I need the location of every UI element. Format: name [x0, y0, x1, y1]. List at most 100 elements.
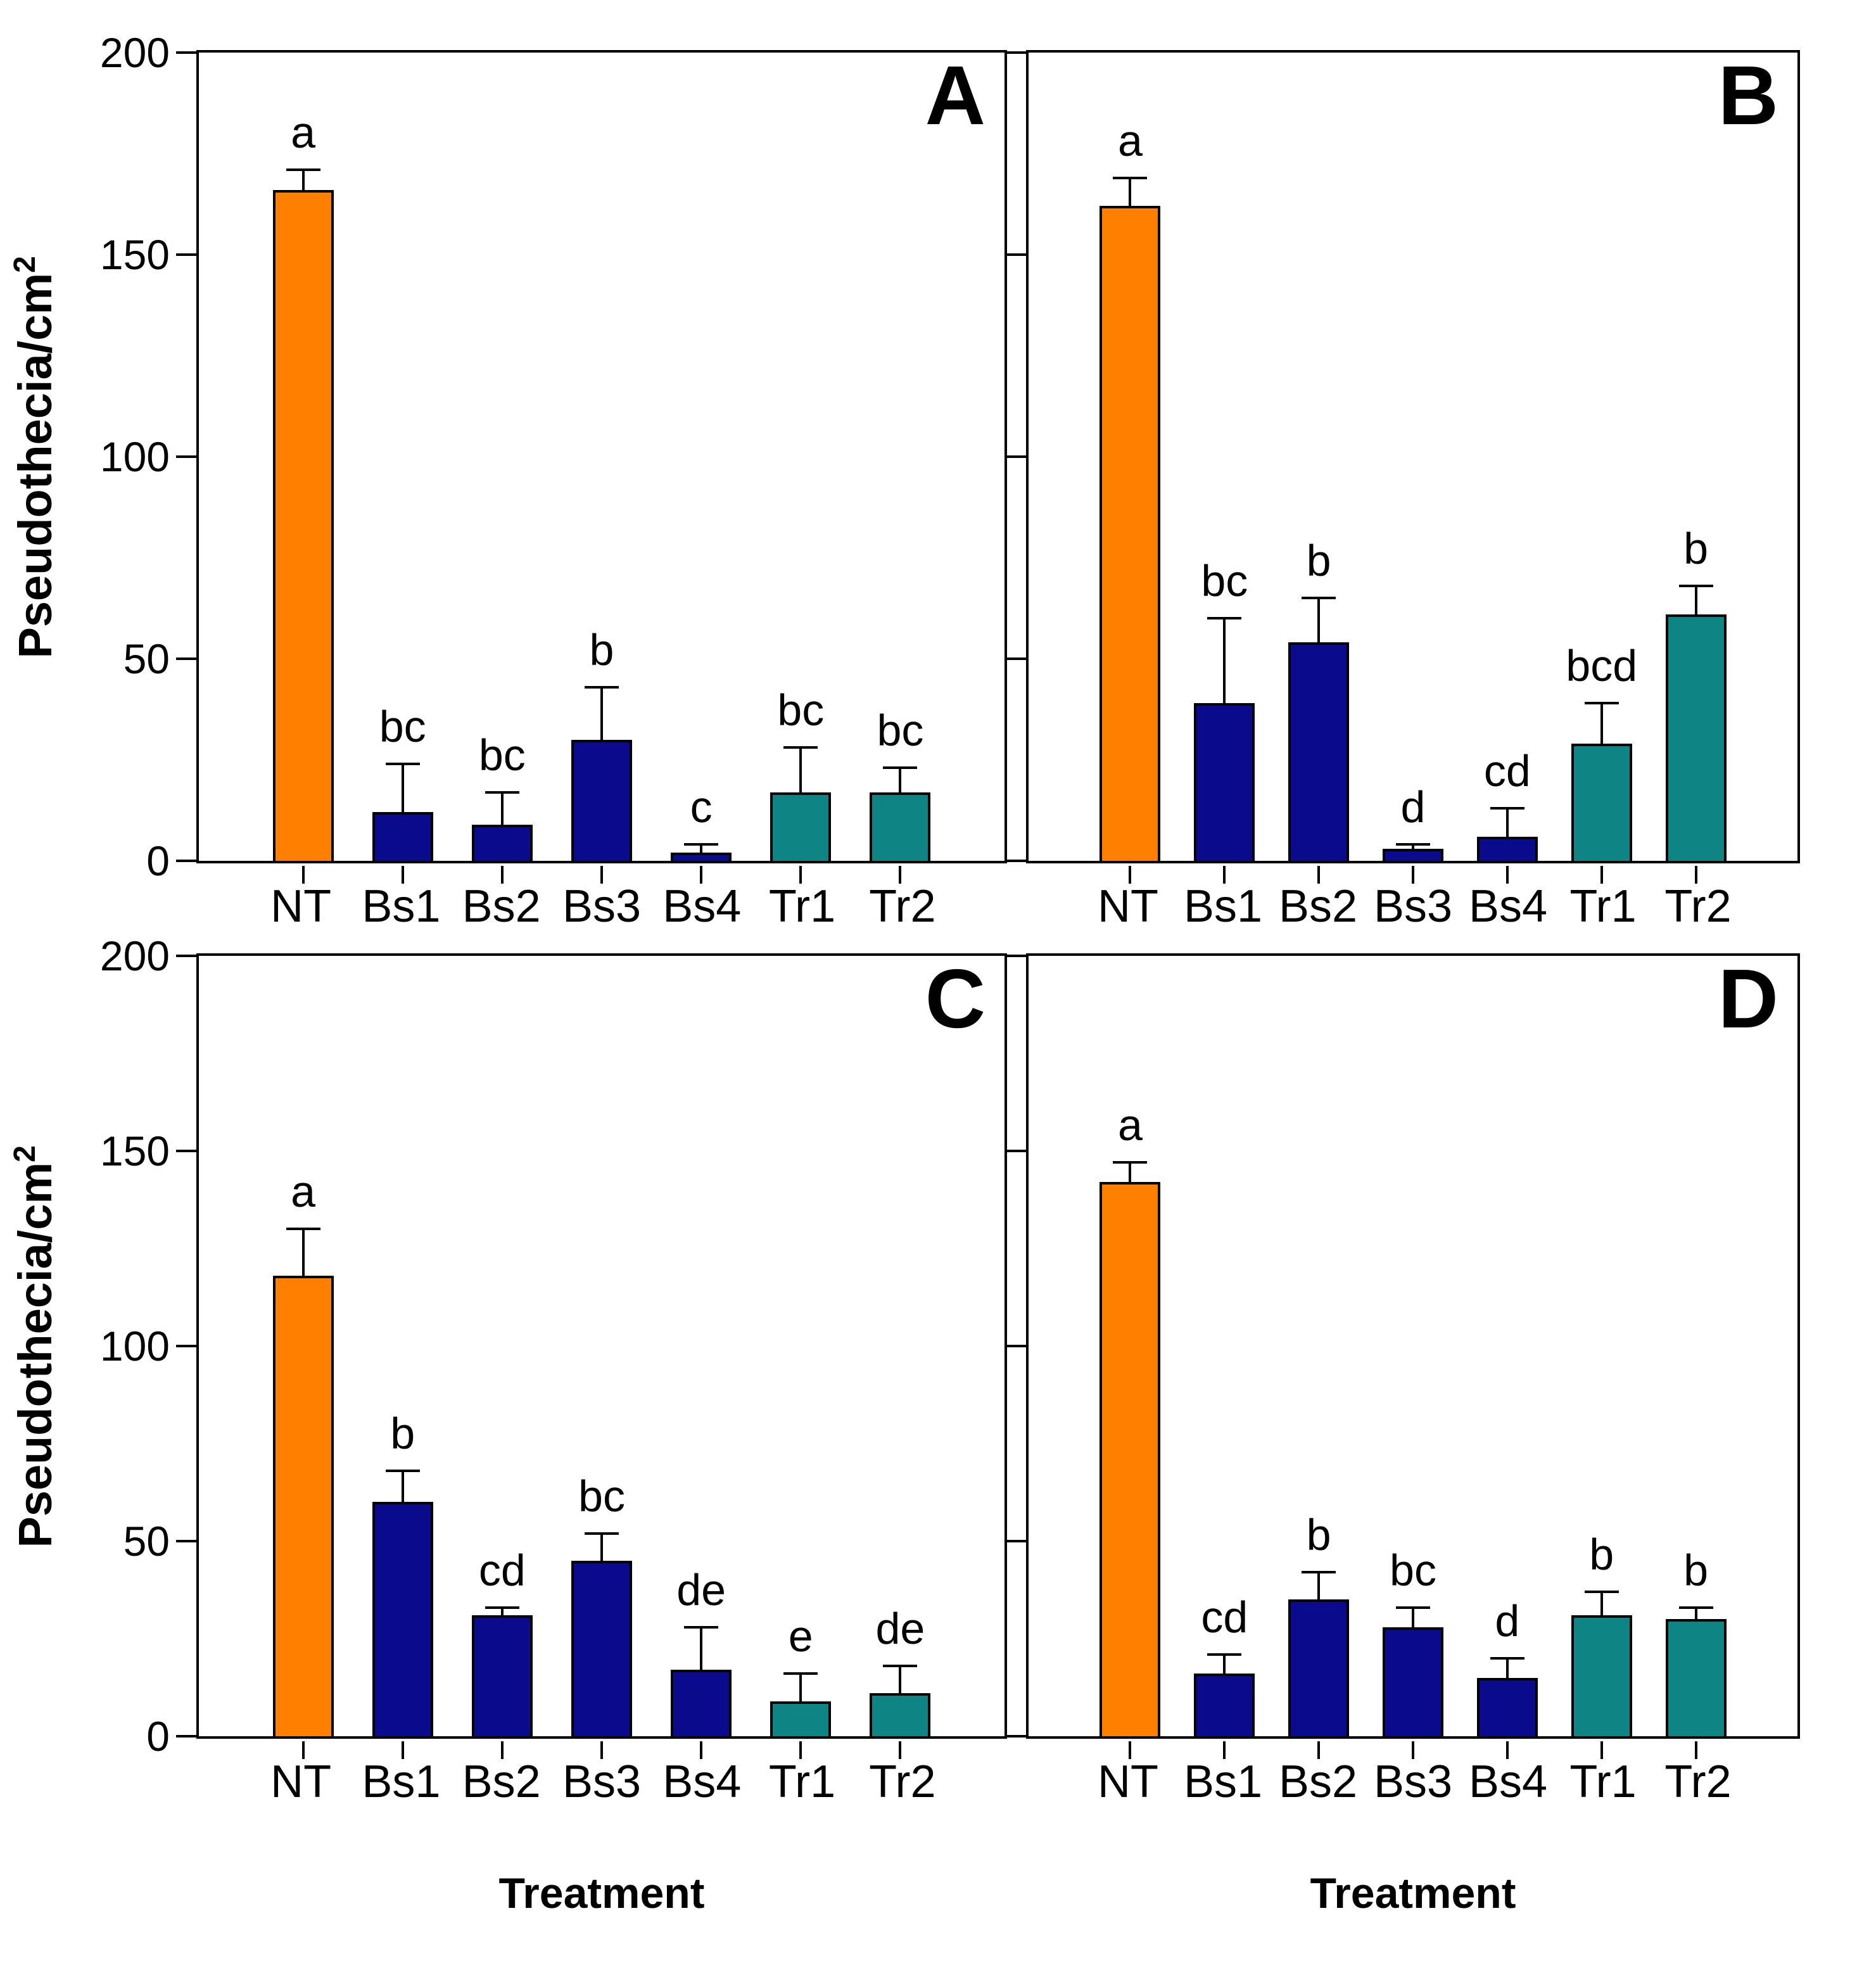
category-label-bs2: Bs2 — [462, 1757, 541, 1807]
error-bar-cap — [286, 1228, 320, 1231]
panel-c: C a b cd bc de e de 0 50 100 150 200 NT Bs1 Bs2 Bs3 Bs… — [100, 934, 1007, 1806]
x-tick — [700, 1741, 703, 1759]
panel-d: D a cd b bc d b b NT Bs1 Bs2 Bs3 Bs4 Tr1 Tr2 — [1006, 952, 1800, 1806]
significance-letter: a — [1117, 115, 1143, 165]
error-bar-cap — [584, 1532, 619, 1535]
x-tick — [401, 1741, 404, 1759]
x-tick — [1129, 866, 1132, 884]
bar-slot-bs3: d — [1366, 53, 1461, 884]
plot-area-b: B a bc b d cd bcd b — [1006, 49, 1800, 884]
error-bar — [401, 1471, 404, 1502]
significance-letter: b — [1589, 1530, 1614, 1580]
error-bar-cap — [1207, 1653, 1242, 1656]
significance-letter: bc — [877, 706, 924, 756]
bar-slot-bs1: bc — [1177, 53, 1272, 884]
error-bar — [700, 1627, 703, 1670]
error-bar-cap — [1490, 1656, 1524, 1660]
error-bar-cap — [684, 843, 719, 846]
bar-tr2 — [1665, 1619, 1727, 1736]
error-bar — [1129, 1162, 1132, 1183]
category-label-tr1: Tr1 — [1569, 1757, 1637, 1807]
y-tick — [176, 860, 196, 862]
bar-slot-nt: a — [253, 956, 353, 1759]
x-tick — [600, 1741, 603, 1759]
category-label-bs3: Bs3 — [562, 1757, 642, 1807]
category-label-bs3: Bs3 — [1373, 881, 1453, 932]
category-label-bs2: Bs2 — [462, 881, 541, 932]
error-bar — [600, 687, 603, 740]
bar-nt — [272, 1276, 334, 1736]
category-labels-a: NT Bs1 Bs2 Bs3 Bs4 Tr1 Tr2 — [196, 882, 1007, 931]
error-bar-cap — [1678, 1606, 1713, 1609]
y-tick — [176, 1150, 196, 1152]
error-bar — [799, 1674, 802, 1701]
error-bar — [1694, 1607, 1697, 1620]
error-bar-cap — [1584, 1591, 1619, 1594]
error-bar — [301, 170, 305, 190]
error-bar — [600, 1533, 603, 1561]
x-tick — [401, 866, 404, 884]
error-bar-cap — [485, 791, 519, 794]
error-bar — [1412, 1607, 1414, 1627]
bar-bs1 — [372, 1502, 433, 1736]
error-bar-cap — [1207, 617, 1242, 620]
x-tick — [799, 1741, 802, 1759]
significance-letter: b — [1306, 536, 1331, 586]
bar-slot-bs3: bc — [1366, 956, 1461, 1759]
x-tick — [1223, 866, 1226, 884]
significance-letter: d — [1400, 782, 1426, 832]
bars-b: a bc b d cd bcd b — [1029, 53, 1797, 884]
bar-slot-tr1: bcd — [1554, 53, 1649, 884]
category-label-tr1: Tr1 — [768, 881, 836, 932]
panel-letter-b: B — [1718, 49, 1778, 142]
y-tick — [176, 1540, 196, 1542]
error-bar — [700, 844, 703, 853]
error-bar-cap — [883, 766, 918, 770]
error-bar — [899, 1666, 902, 1694]
significance-letter: a — [291, 1167, 316, 1217]
significance-letter: bc — [1201, 556, 1248, 606]
bar-slot-bs2: bc — [452, 53, 552, 884]
y-tick — [176, 1345, 196, 1347]
error-bar — [799, 747, 802, 792]
bar-bs1 — [1194, 1674, 1255, 1736]
bar-slot-bs4: de — [652, 956, 751, 1759]
y-tick-label: 50 — [123, 1518, 170, 1565]
category-label-tr2: Tr2 — [1664, 1757, 1732, 1807]
x-tick — [500, 866, 504, 884]
significance-letter: d — [1495, 1596, 1520, 1646]
significance-letter: e — [788, 1611, 813, 1661]
error-bar-cap — [1396, 1606, 1430, 1609]
x-tick — [1317, 1741, 1321, 1759]
plot-area-c: C a b cd bc de e de 0 50 100 150 200 — [100, 934, 1007, 1759]
bar-slot-nt: a — [1083, 53, 1177, 884]
category-label-bs1: Bs1 — [362, 881, 441, 932]
bar-bs1 — [1194, 703, 1255, 861]
bar-bs3 — [1383, 1627, 1443, 1736]
bar-slot-tr1: b — [1554, 956, 1649, 1759]
significance-letter: de — [875, 1604, 925, 1654]
category-label-nt: NT — [270, 1757, 332, 1807]
y-tick — [176, 1735, 196, 1737]
bar-bs4 — [671, 853, 732, 861]
x-tick — [1412, 866, 1414, 884]
category-label-tr2: Tr2 — [869, 881, 936, 932]
category-label-tr2: Tr2 — [1664, 881, 1732, 932]
bar-slot-bs3: b — [552, 53, 651, 884]
bar-slot-bs4: c — [652, 53, 751, 884]
x-tick — [899, 866, 902, 884]
y-tick-label: 0 — [146, 837, 170, 884]
significance-letter: bc — [379, 701, 426, 751]
panel-letter-d: D — [1718, 952, 1778, 1045]
significance-letter: a — [1117, 1100, 1143, 1150]
significance-letter: bc — [478, 730, 526, 780]
panel-a: A a bc bc b c bc bc 0 50 100 150 200 NT Bs1 Bs2 Bs3 Bs… — [100, 30, 1007, 931]
plot-area-a: A a bc bc b c bc bc 0 50 100 150 200 — [100, 30, 1007, 884]
significance-letter: b — [589, 625, 614, 675]
category-label-bs3: Bs3 — [1373, 1757, 1453, 1807]
bar-bs3 — [1383, 848, 1443, 861]
bar-bs2 — [471, 1615, 533, 1736]
bar-slot-tr2: de — [851, 956, 950, 1759]
y-tick — [1006, 51, 1026, 54]
x-tick — [1600, 1741, 1603, 1759]
